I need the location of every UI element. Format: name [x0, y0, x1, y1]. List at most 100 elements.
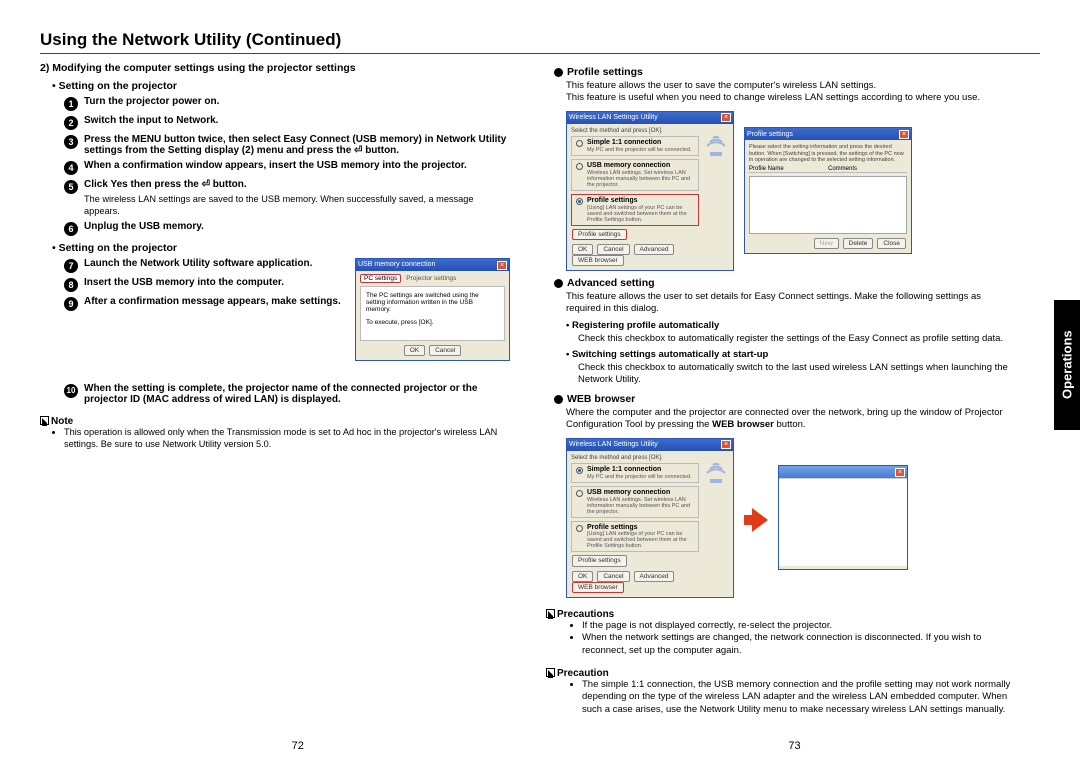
web-browser-body: Where the computer and the projector are… — [566, 407, 1016, 432]
page-number-left: 72 — [292, 740, 304, 752]
step-5: Click Yes then press the ⏎ button. — [84, 179, 510, 194]
profile-dialog: Profile settings × Please select the set… — [744, 127, 912, 254]
note-icon — [546, 668, 555, 677]
dlgB-msg: Please select the setting information an… — [749, 144, 907, 162]
radio-icon[interactable] — [576, 198, 583, 205]
dlgB-col2: Comments — [828, 166, 907, 173]
advanced-head: Advanced setting — [567, 277, 655, 289]
step-2-num: 2 — [64, 116, 78, 130]
step-1-num: 1 — [64, 97, 78, 111]
close-icon[interactable]: × — [721, 440, 731, 449]
fig1-msg2: To execute, press [OK]. — [366, 319, 499, 326]
radio-icon[interactable] — [576, 525, 583, 532]
arrow-right-icon — [744, 508, 768, 528]
step-6: Unplug the USB memory. — [84, 221, 510, 236]
profile-settings-head: Profile settings — [567, 66, 643, 78]
subhead-projector-1: • Setting on the projector — [52, 80, 510, 92]
delete-button[interactable]: Delete — [843, 238, 874, 249]
close-icon[interactable]: × — [721, 113, 731, 122]
dlgA-opt3[interactable]: Profile settings — [587, 197, 638, 204]
browser-content — [779, 478, 907, 566]
close-icon[interactable]: × — [895, 468, 905, 477]
cancel-button[interactable]: Cancel — [597, 571, 629, 582]
note-head: Note — [40, 415, 510, 427]
dlgC-opt3[interactable]: Profile settings — [587, 524, 638, 531]
wlan-utility-dialog-2: Wireless LAN Settings Utility × Select t… — [566, 438, 734, 598]
profile-settings-body: This feature allows the user to save the… — [566, 80, 1016, 105]
browser-title — [781, 468, 783, 476]
web-browser-button[interactable]: WEB browser — [572, 582, 624, 593]
profile-settings-button[interactable]: Profile settings — [572, 555, 627, 566]
step-8-num: 8 — [64, 278, 78, 292]
dlgA-opt3d: [Using] LAN settings of your PC can be s… — [587, 205, 694, 223]
note-body: This operation is allowed only when the … — [64, 427, 510, 451]
fig1-tab-pj[interactable]: Projector settings — [403, 275, 459, 282]
fig1-cancel-button[interactable]: Cancel — [429, 345, 461, 356]
radio-icon[interactable] — [576, 163, 583, 170]
bullet-icon — [554, 279, 563, 288]
step-3: Press the MENU button twice, then select… — [84, 134, 510, 156]
precaution-head: Precaution — [546, 667, 1016, 679]
profile-list[interactable] — [749, 176, 907, 234]
section-2-head: 2) Modifying the computer settings using… — [40, 62, 510, 74]
step-4-num: 4 — [64, 161, 78, 175]
precaution-1: If the page is not displayed correctly, … — [582, 620, 1016, 632]
subhead-projector-2: • Setting on the projector — [52, 242, 510, 254]
page-number-right: 73 — [788, 740, 800, 752]
switch-auto-head: • Switching settings automatically at st… — [566, 349, 1016, 360]
wifi-icon — [703, 455, 729, 485]
cancel-button[interactable]: Cancel — [597, 244, 629, 255]
note-icon — [546, 609, 555, 618]
browser-window: × — [778, 465, 908, 570]
step-6-num: 6 — [64, 222, 78, 236]
ok-button[interactable]: OK — [572, 244, 593, 255]
step-10-num: 10 — [64, 384, 78, 398]
radio-icon[interactable] — [576, 490, 583, 497]
web-browser-button[interactable]: WEB browser — [572, 255, 624, 266]
dlgB-col1: Profile Name — [749, 166, 828, 173]
dlgA-instr: Select the method and press [OK]. — [571, 128, 699, 135]
dlgC-opt1d: My PC and the projector will be connecte… — [587, 474, 692, 480]
wifi-icon — [703, 128, 729, 158]
precaution-3: The simple 1:1 connection, the USB memor… — [582, 679, 1016, 716]
wlan-utility-dialog: Wireless LAN Settings Utility × Select t… — [566, 111, 734, 271]
new-button[interactable]: New — [814, 238, 839, 249]
dlgA-title: Wireless LAN Settings Utility — [569, 114, 658, 122]
reg-profile-head: • Registering profile automatically — [566, 320, 1016, 331]
step-7: Launch the Network Utility software appl… — [84, 258, 347, 273]
advanced-button[interactable]: Advanced — [634, 244, 675, 255]
usb-dialog-figure: USB memory connection × PC settings Proj… — [355, 258, 510, 361]
step-10: When the setting is complete, the projec… — [84, 383, 510, 405]
fig1-tab-pc[interactable]: PC settings — [360, 274, 401, 283]
step-9-num: 9 — [64, 297, 78, 311]
advanced-body: This feature allows the user to set deta… — [566, 291, 1016, 316]
dlgC-opt2[interactable]: USB memory connection — [587, 489, 670, 496]
close-icon[interactable]: × — [497, 261, 507, 270]
dlgC-title: Wireless LAN Settings Utility — [569, 441, 658, 449]
left-column: 2) Modifying the computer settings using… — [40, 60, 510, 716]
dlgC-opt3d: [Using] LAN settings of your PC can be s… — [587, 531, 694, 549]
step-5-note: The wireless LAN settings are saved to t… — [84, 194, 510, 217]
dlgA-opt2d: Wireless LAN settings. Set wireless LAN … — [587, 170, 694, 188]
step-1: Turn the projector power on. — [84, 96, 510, 111]
radio-icon[interactable] — [576, 467, 583, 474]
fig1-msg1: The PC settings are switched using the s… — [366, 292, 499, 313]
dlgA-opt2[interactable]: USB memory connection — [587, 162, 670, 169]
profile-settings-button[interactable]: Profile settings — [572, 229, 627, 240]
switch-auto-body: Check this checkbox to automatically swi… — [578, 362, 1016, 387]
dlgA-opt1[interactable]: Simple 1:1 connection — [587, 139, 661, 146]
radio-icon[interactable] — [576, 140, 583, 147]
bullet-icon — [554, 68, 563, 77]
page-title: Using the Network Utility (Continued) — [40, 30, 1040, 54]
precautions-head: Precautions — [546, 608, 1016, 620]
fig1-title: USB memory connection — [358, 261, 435, 269]
fig1-ok-button[interactable]: OK — [404, 345, 425, 356]
close-button[interactable]: Close — [877, 238, 906, 249]
ok-button[interactable]: OK — [572, 571, 593, 582]
advanced-button[interactable]: Advanced — [634, 571, 675, 582]
close-icon[interactable]: × — [899, 130, 909, 139]
web-browser-head: WEB browser — [567, 393, 635, 405]
dlgC-opt1[interactable]: Simple 1:1 connection — [587, 466, 661, 473]
step-3-num: 3 — [64, 135, 78, 149]
step-4: When a confirmation window appears, inse… — [84, 160, 510, 175]
